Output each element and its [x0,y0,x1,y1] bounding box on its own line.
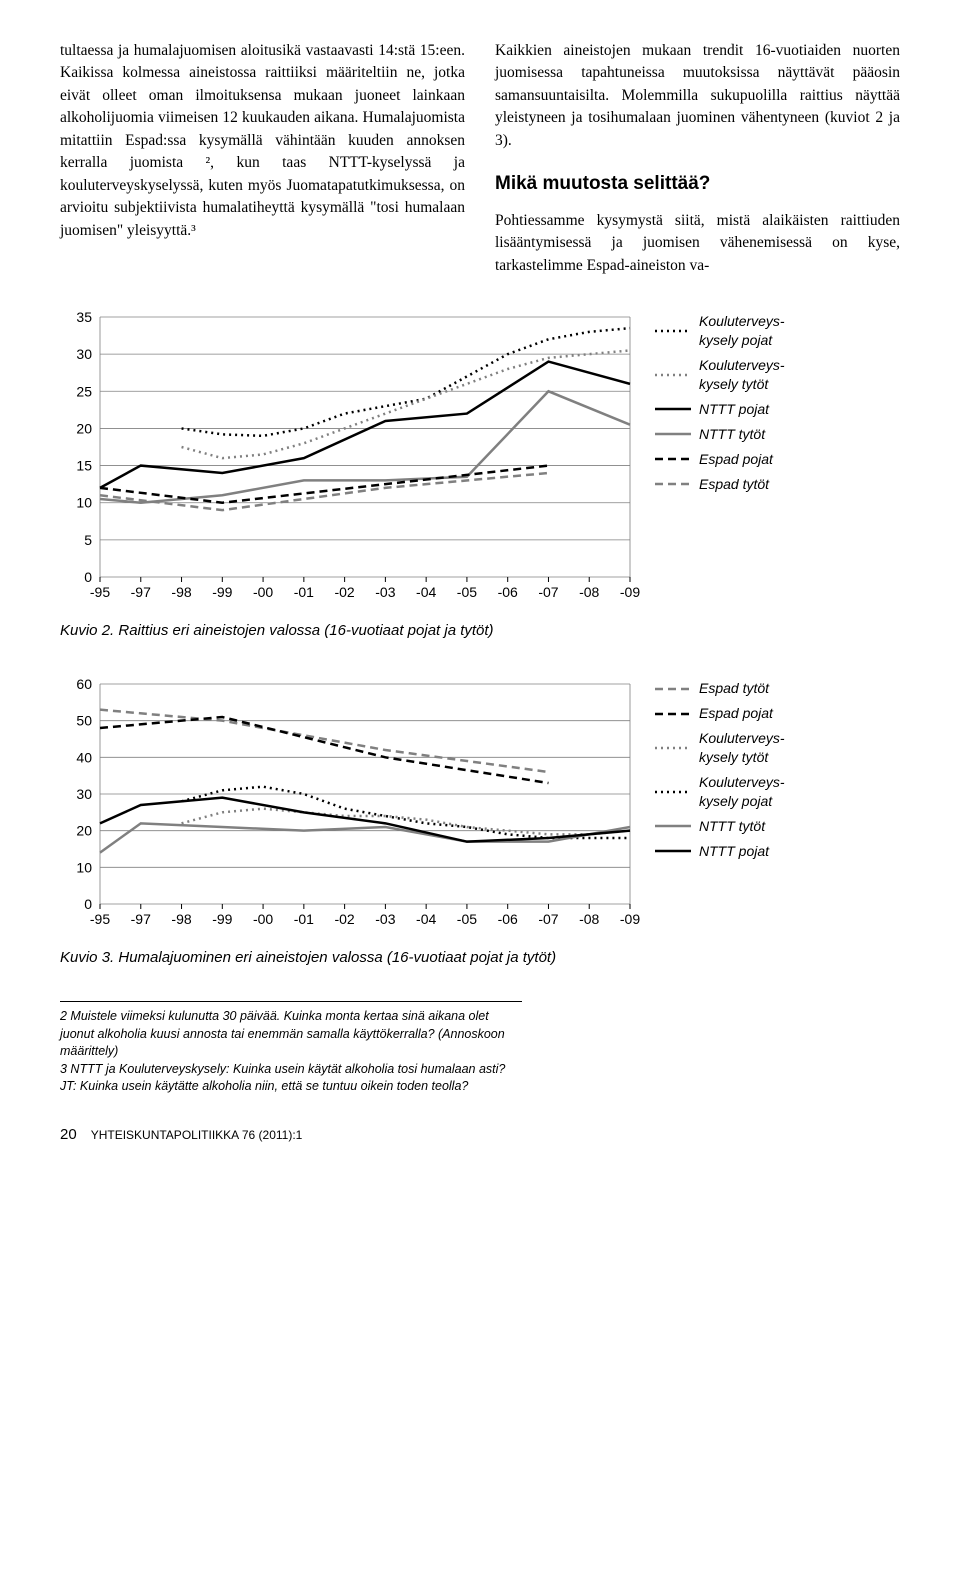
legend-item: NTTT tytöt [655,817,900,836]
left-column: tultaessa ja humalajuomisen aloitusikä v… [60,40,465,277]
svg-text:-03: -03 [375,911,395,927]
svg-text:-07: -07 [538,911,558,927]
right-column: Kaikkien aineistojen mukaan trendit 16-v… [495,40,900,277]
svg-text:5: 5 [84,532,92,548]
svg-text:-05: -05 [457,911,477,927]
svg-text:35: 35 [76,309,92,325]
chart-1-section: 0 5 10 15 20 25 30 35 -95 -97 -98 -99 -00 -01 -02 -03 -0… [60,307,900,639]
legend-item: NTTT tytöt [655,425,900,444]
svg-text:-00: -00 [253,911,273,927]
legend-item: NTTT pojat [655,842,900,861]
svg-text:-02: -02 [334,911,354,927]
svg-text:60: 60 [76,676,92,692]
svg-text:15: 15 [76,458,92,474]
legend-item: NTTT pojat [655,400,900,419]
svg-text:-04: -04 [416,911,436,927]
page-footer: 20 YHTEISKUNTAPOLITIIKKA 76 (2011):1 [60,1126,900,1143]
svg-text:-04: -04 [416,584,436,600]
chart-1-caption: Kuvio 2. Raittius eri aineistojen valoss… [60,622,900,639]
legend-item: Kouluterveys-kysely tytöt [655,356,900,394]
legend-item: Kouluterveys-kysely pojat [655,773,900,811]
legend-item: Espad tytöt [655,475,900,494]
svg-text:-06: -06 [498,584,518,600]
legend-item: Espad tytöt [655,679,900,698]
svg-text:-97: -97 [131,584,151,600]
chart-1-legend: Kouluterveys-kysely pojat Kouluterveys-ky… [655,307,900,499]
right-paragraph-2: Pohtiessamme kysymystä siitä, mistä alai… [495,210,900,277]
svg-text:-08: -08 [579,584,599,600]
section-heading: Mikä muutosta selittää? [495,170,900,198]
page-number: 20 [60,1126,77,1143]
svg-text:-00: -00 [253,584,273,600]
svg-text:-99: -99 [212,911,232,927]
svg-text:-98: -98 [171,584,191,600]
svg-text:-07: -07 [538,584,558,600]
chart-2-legend: Espad tytöt Espad pojat Kouluterveys-kysel… [655,674,900,866]
svg-text:-06: -06 [498,911,518,927]
svg-text:-08: -08 [579,911,599,927]
svg-text:-09: -09 [620,584,640,600]
chart-2: 0 10 20 30 40 50 60 -95 -97 -98 -99 -00 -01 -02 -03 -04… [60,674,640,939]
svg-text:-95: -95 [90,911,110,927]
legend-item: Espad pojat [655,704,900,723]
svg-text:10: 10 [76,495,92,511]
chart-2-caption: Kuvio 3. Humalajuominen eri aineistojen … [60,949,900,966]
svg-text:-05: -05 [457,584,477,600]
svg-text:-97: -97 [131,911,151,927]
svg-text:20: 20 [76,421,92,437]
svg-text:25: 25 [76,384,92,400]
body-text-columns: tultaessa ja humalajuomisen aloitusikä v… [60,40,900,277]
svg-text:50: 50 [76,713,92,729]
right-paragraph-1: Kaikkien aineistojen mukaan trendit 16-v… [495,40,900,152]
chart-2-section: 0 10 20 30 40 50 60 -95 -97 -98 -99 -00 -01 -02 -03 -04… [60,674,900,966]
legend-item: Espad pojat [655,450,900,469]
svg-text:0: 0 [84,569,92,585]
svg-text:10: 10 [76,860,92,876]
svg-text:40: 40 [76,750,92,766]
chart-1: 0 5 10 15 20 25 30 35 -95 -97 -98 -99 -00 -01 -02 -03 -0… [60,307,640,612]
svg-text:30: 30 [76,786,92,802]
svg-text:-95: -95 [90,584,110,600]
svg-text:-01: -01 [294,584,314,600]
svg-text:-98: -98 [171,911,191,927]
svg-text:-09: -09 [620,911,640,927]
svg-text:0: 0 [84,896,92,912]
svg-text:20: 20 [76,823,92,839]
legend-item: Kouluterveys-kysely tytöt [655,729,900,767]
svg-text:-01: -01 [294,911,314,927]
svg-text:-99: -99 [212,584,232,600]
legend-item: Kouluterveys-kysely pojat [655,312,900,350]
journal-ref: YHTEISKUNTAPOLITIIKKA 76 (2011):1 [91,1128,303,1142]
svg-text:-02: -02 [334,584,354,600]
svg-text:30: 30 [76,346,92,362]
svg-text:-03: -03 [375,584,395,600]
footnotes: 2 Muistele viimeksi kulunutta 30 päivää.… [60,1001,522,1096]
